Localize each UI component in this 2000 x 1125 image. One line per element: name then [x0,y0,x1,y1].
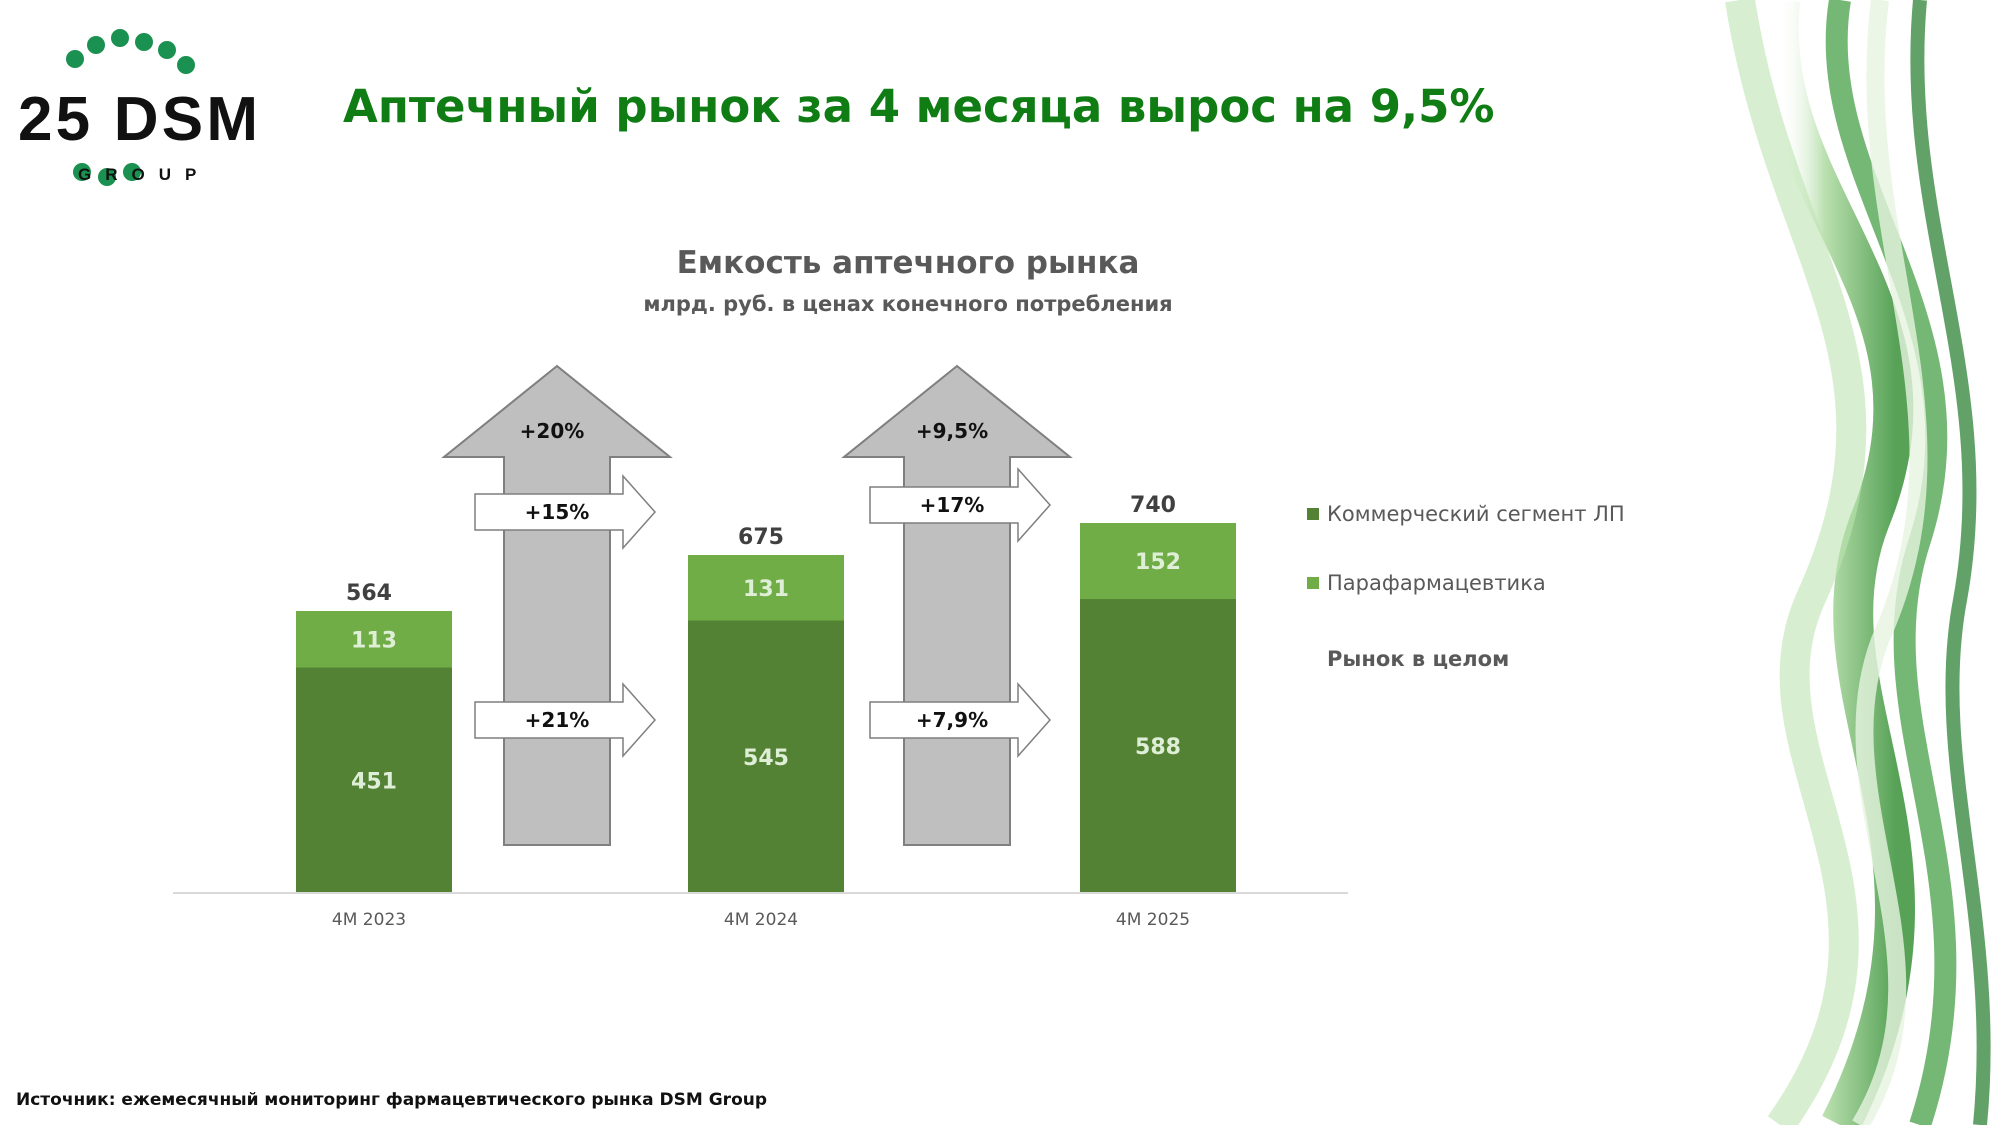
bar-commercial [1080,599,1236,893]
bar-parapharm [296,611,452,668]
x-tick-label: 4M 2023 [332,910,406,930]
bar-parapharm [1080,523,1236,599]
data-label-parapharm: 113 [351,628,397,653]
logo-dot [98,168,116,186]
logo-dot [66,50,84,68]
bar-parapharm [688,555,844,621]
data-label-parapharm: 131 [743,577,789,602]
commercial-growth-label: +21% [525,708,590,732]
logo-text: 25 DSM [18,85,258,154]
parapharm-growth-label: +17% [920,493,985,517]
page-headline: Аптечный рынок за 4 месяца вырос на 9,5% [343,80,1495,133]
decorative-swirl [1725,0,1991,1125]
legend: Коммерческий сегмент ЛП Парафармацевтика Р… [1307,502,1625,671]
logo-dot [158,41,176,59]
source-note: Источник: ежемесячный мониторинг фармаце… [16,1090,768,1110]
growth-arrows: +20% +15% +21% +9,5% +17% +7,9% [441,364,1073,846]
legend-label: Парафармацевтика [1327,571,1546,595]
logo-dot [87,36,105,54]
logo-dot [177,56,195,74]
data-label-total: 564 [346,581,392,606]
bars: 451 113 564 545 131 675 588 152 740 [296,493,1236,893]
chart-title: Емкость аптечного рынка [677,245,1140,281]
logo-dot [135,33,153,51]
data-label-parapharm: 152 [1135,550,1181,575]
total-growth-label: +20% [520,419,585,443]
legend-swatch [1307,508,1319,520]
commercial-growth-label: +7,9% [916,708,988,732]
legend-label-total: Рынок в целом [1327,647,1509,671]
logo-dot [111,29,129,47]
data-label-commercial: 451 [351,769,397,794]
market-capacity-chart: Емкость аптечного рынка млрд. руб. в цен… [173,245,1625,930]
bar-commercial [296,667,452,893]
x-tick-label: 4M 2025 [1116,910,1190,930]
logo-dot [73,163,91,181]
logo-dot [123,163,141,181]
total-growth-arrow [441,364,673,846]
parapharm-growth-arrow [474,474,657,550]
legend-swatch [1307,577,1319,589]
bar-commercial [688,620,844,893]
logo-subtext: GROUP [78,165,210,184]
logo-dots [66,29,195,186]
data-label-commercial: 588 [1135,735,1181,760]
parapharm-growth-arrow [869,467,1052,543]
x-tick-labels: 4M 2023 4M 2024 4M 2025 [332,910,1190,930]
logo: 25 DSM GROUP [18,29,258,186]
commercial-growth-arrow [474,682,657,758]
parapharm-growth-label: +15% [525,500,590,524]
total-growth-arrow [841,364,1073,846]
commercial-growth-arrow [869,682,1052,758]
x-tick-label: 4M 2024 [724,910,798,930]
legend-label: Коммерческий сегмент ЛП [1327,502,1625,526]
data-label-commercial: 545 [743,746,789,771]
total-growth-label: +9,5% [916,419,988,443]
chart-subtitle: млрд. руб. в ценах конечного потребления [643,292,1172,316]
data-label-total: 675 [738,525,784,550]
data-label-total: 740 [1130,493,1176,518]
